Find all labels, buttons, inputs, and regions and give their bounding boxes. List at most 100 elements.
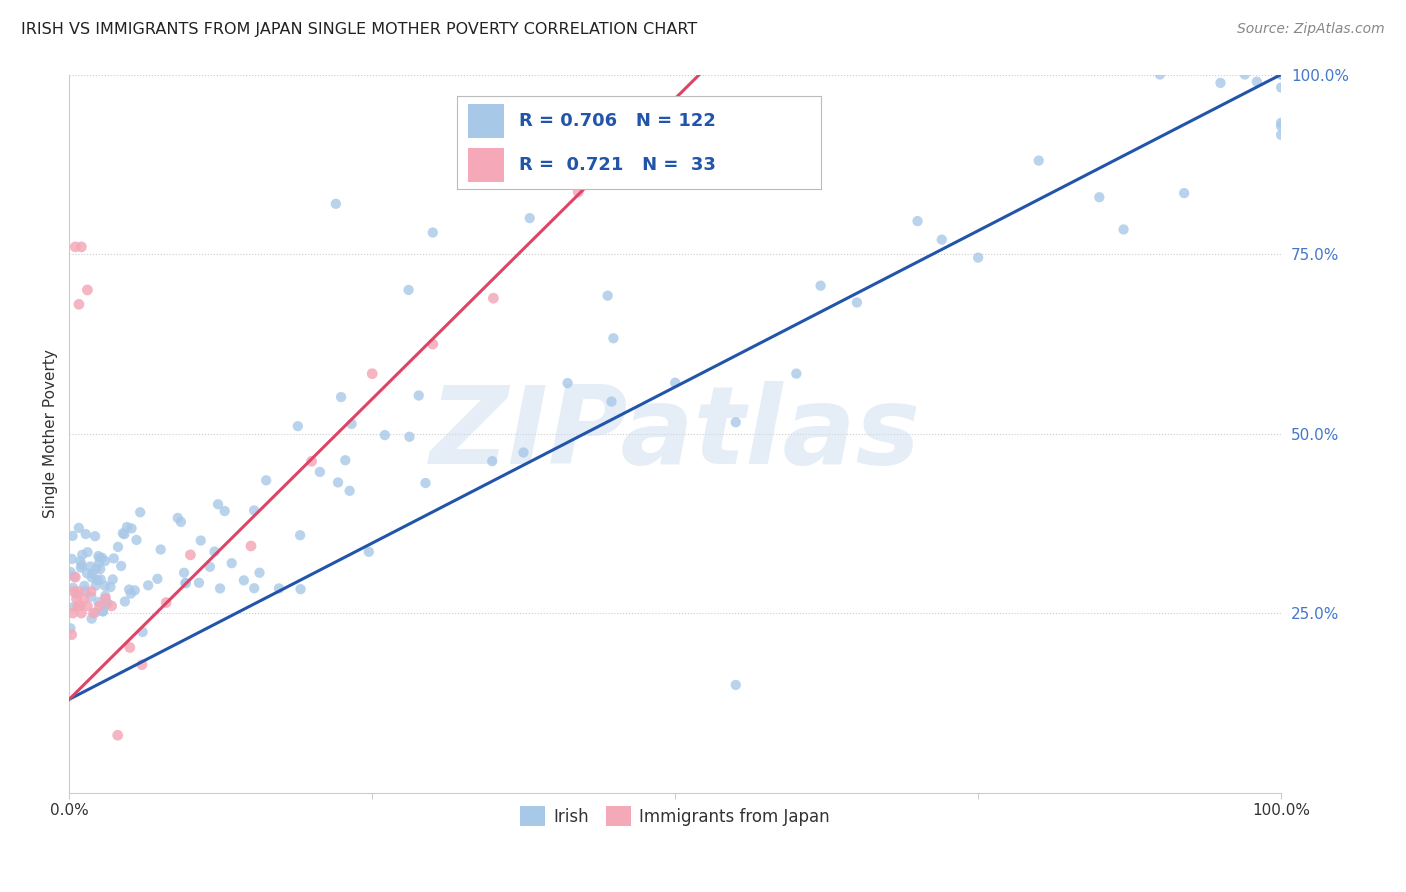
- Point: [84, 606, 107, 620]
- Point: [198, 559, 221, 574]
- Point: [408, 388, 430, 402]
- Point: [118, 582, 141, 597]
- Point: [62, 581, 84, 595]
- Point: [94, 579, 117, 593]
- Point: [519, 211, 541, 226]
- Point: [76, 599, 98, 613]
- Point: [118, 640, 141, 655]
- Point: [112, 527, 135, 541]
- Point: [73, 579, 96, 593]
- Point: [91, 605, 114, 619]
- Point: [107, 540, 129, 554]
- Point: [1233, 68, 1256, 82]
- Point: [155, 595, 177, 609]
- Point: [80, 570, 103, 584]
- Point: [1270, 80, 1292, 95]
- Point: [62, 606, 84, 620]
- Point: [100, 580, 122, 594]
- Point: [70, 560, 93, 574]
- Point: [512, 445, 534, 459]
- Point: [1112, 222, 1135, 236]
- Point: [129, 505, 152, 519]
- Point: [94, 589, 117, 603]
- Point: [120, 586, 142, 600]
- Point: [110, 558, 132, 573]
- Point: [65, 587, 87, 601]
- Point: [114, 594, 136, 608]
- Point: [67, 297, 90, 311]
- Point: [149, 542, 172, 557]
- Point: [240, 539, 263, 553]
- Point: [62, 600, 84, 615]
- Point: [591, 161, 613, 175]
- Point: [131, 624, 153, 639]
- Point: [111, 526, 134, 541]
- Point: [301, 454, 323, 468]
- Point: [89, 562, 111, 576]
- Point: [89, 599, 111, 613]
- Point: [84, 529, 107, 543]
- Point: [70, 548, 93, 562]
- Point: [664, 376, 686, 390]
- Point: [96, 596, 118, 610]
- Point: [173, 566, 195, 580]
- Point: [166, 511, 188, 525]
- Point: [207, 497, 229, 511]
- Point: [65, 240, 87, 254]
- Point: [481, 454, 503, 468]
- Point: [785, 367, 807, 381]
- Point: [73, 591, 96, 606]
- Point: [907, 214, 929, 228]
- Point: [101, 573, 124, 587]
- Point: [94, 591, 117, 606]
- Point: [415, 476, 437, 491]
- Point: [70, 558, 93, 573]
- Point: [80, 590, 103, 604]
- Point: [125, 533, 148, 547]
- Point: [190, 533, 212, 548]
- Point: [67, 584, 90, 599]
- Point: [209, 582, 232, 596]
- Point: [1088, 190, 1111, 204]
- Point: [69, 554, 91, 568]
- Point: [121, 521, 143, 535]
- Point: [107, 728, 129, 742]
- Point: [69, 599, 91, 613]
- Point: [70, 240, 93, 254]
- Point: [254, 473, 277, 487]
- Point: [603, 138, 626, 153]
- Point: [325, 196, 347, 211]
- Point: [91, 550, 114, 565]
- Point: [422, 226, 444, 240]
- Point: [65, 570, 87, 584]
- Point: [62, 529, 84, 543]
- Point: [170, 515, 193, 529]
- Point: [94, 554, 117, 568]
- Point: [543, 178, 565, 192]
- Point: [398, 283, 420, 297]
- Point: [398, 430, 420, 444]
- Point: [70, 606, 93, 620]
- Point: [82, 606, 104, 620]
- Text: ZIPatlas: ZIPatlas: [430, 381, 921, 487]
- Point: [1270, 68, 1292, 82]
- Point: [131, 657, 153, 672]
- Point: [931, 233, 953, 247]
- Point: [600, 394, 623, 409]
- Point: [91, 604, 114, 618]
- Point: [482, 291, 505, 305]
- Point: [86, 573, 108, 587]
- Point: [290, 582, 312, 597]
- Point: [67, 521, 90, 535]
- Point: [82, 567, 104, 582]
- Point: [87, 549, 110, 563]
- Text: Source: ZipAtlas.com: Source: ZipAtlas.com: [1237, 22, 1385, 37]
- Point: [596, 288, 619, 302]
- Point: [232, 574, 254, 588]
- Point: [1173, 186, 1195, 200]
- Point: [76, 283, 98, 297]
- Point: [243, 581, 266, 595]
- Point: [115, 520, 138, 534]
- Point: [326, 475, 349, 490]
- Point: [136, 578, 159, 592]
